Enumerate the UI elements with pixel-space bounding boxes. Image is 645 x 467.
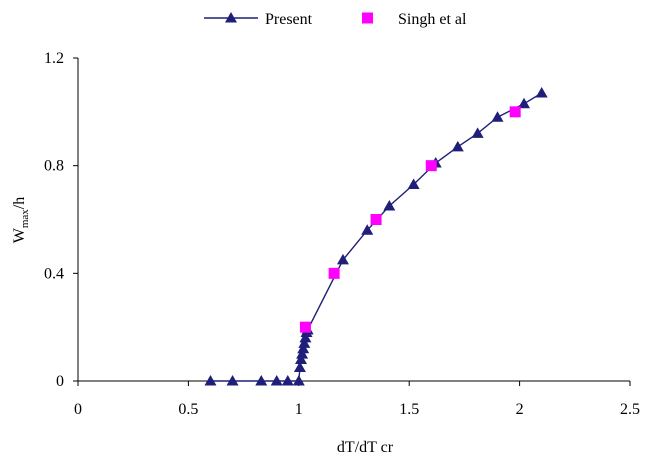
x-axis-label: dT/dT cr <box>337 439 394 456</box>
y-tick-label: 1.2 <box>44 50 64 67</box>
series-layer <box>204 86 548 386</box>
svg-text:Wmax/h: Wmax/h <box>11 197 31 244</box>
present-triangle-marker <box>295 353 308 364</box>
x-tick-label: 0 <box>74 401 82 418</box>
legend-present-triangle-marker <box>225 12 237 23</box>
singh-square-marker <box>425 160 437 172</box>
present-triangle-marker <box>226 375 239 386</box>
y-axis-label-suffix: /h <box>11 197 28 209</box>
x-tick-label: 1 <box>295 401 303 418</box>
axes: 0 0.5 1 1.5 2 2.5 0 0.4 0.8 1.2 <box>44 50 640 418</box>
singh-square-marker <box>509 106 521 118</box>
y-axis-label-main: W <box>11 227 28 243</box>
present-triangle-marker <box>298 337 311 348</box>
present-triangle-marker <box>518 97 531 109</box>
series-line-present <box>210 92 543 382</box>
present-triangle-marker <box>296 348 309 359</box>
singh-square-marker <box>370 214 382 225</box>
present-triangle-marker <box>281 375 294 386</box>
singh-square-marker <box>299 321 311 333</box>
present-triangle-marker <box>451 140 464 152</box>
present-triangle-marker <box>336 253 349 265</box>
present-triangle-marker <box>471 127 484 138</box>
present-triangle-marker <box>299 331 312 343</box>
y-tick-label: 0.8 <box>44 158 64 175</box>
y-tick-label: 0.4 <box>44 265 64 282</box>
singh-square-marker <box>328 267 340 279</box>
y-tick-label: 0 <box>56 373 64 390</box>
legend-singh-square-marker <box>362 12 373 24</box>
y-axis-label-subscript: max <box>19 209 31 228</box>
present-triangle-marker <box>255 375 268 386</box>
present-triangle-marker <box>535 86 548 98</box>
present-triangle-marker <box>383 200 396 211</box>
legend-singh-label: Singh et al <box>398 11 467 28</box>
present-triangle-marker <box>292 375 305 386</box>
legend-present-label: Present <box>265 11 313 28</box>
present-triangle-marker <box>293 361 306 373</box>
x-tick-label: 2.5 <box>620 401 640 418</box>
x-tick-label: 0.5 <box>178 401 198 418</box>
present-triangle-marker <box>491 111 504 122</box>
present-triangle-marker <box>270 375 283 386</box>
y-axis-label: Wmax/h <box>11 197 31 244</box>
present-triangle-marker <box>407 178 420 190</box>
legend: Present Singh et al <box>204 11 467 28</box>
present-triangle-marker <box>361 224 374 235</box>
present-triangle-marker <box>297 342 310 354</box>
x-tick-label: 1.5 <box>399 401 419 418</box>
present-triangle-marker <box>204 375 217 386</box>
x-tick-label: 2 <box>516 401 524 418</box>
